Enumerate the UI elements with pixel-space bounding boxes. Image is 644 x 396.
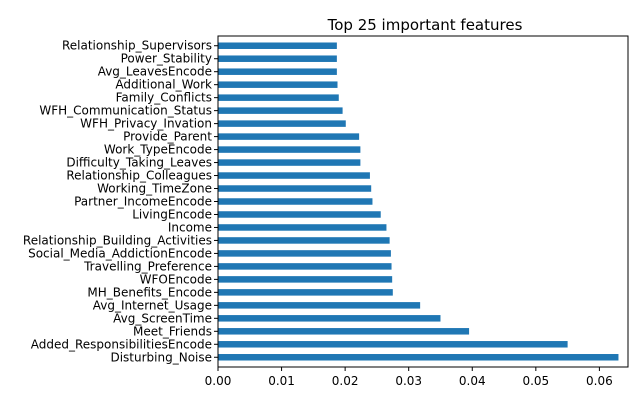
bar	[218, 198, 373, 205]
bar	[218, 107, 343, 114]
bar	[218, 289, 393, 296]
y-tick-label: Provide_Parent	[123, 130, 212, 144]
y-tick-label: Meet_Friends	[133, 324, 212, 338]
x-tick-label: 0.02	[332, 374, 359, 388]
y-tick-label: Additional_Work	[115, 78, 212, 92]
bar	[218, 94, 339, 101]
bar	[218, 159, 361, 166]
bar	[218, 263, 392, 270]
x-tick-label: 0.04	[459, 374, 486, 388]
x-tick-label: 0.06	[586, 374, 613, 388]
y-tick-label: MH_Benefits_Encode	[87, 285, 212, 299]
y-tick-label: Social_Media_AddictionEncode	[28, 246, 212, 260]
y-tick-label: Work_TypeEncode	[104, 143, 212, 157]
x-tick-label: 0.03	[395, 374, 422, 388]
bar	[218, 341, 568, 348]
y-tick-label: Relationship_Colleagues	[66, 169, 212, 183]
y-tick-label: LivingEncode	[132, 207, 212, 221]
bar	[218, 185, 372, 192]
y-tick-label: Working_TimeZone	[97, 182, 212, 196]
y-tick-label: Relationship_Supervisors	[62, 39, 212, 53]
y-tick-label: Avg_Internet_Usage	[93, 298, 212, 312]
x-tick-label: 0.01	[268, 374, 295, 388]
bar	[218, 328, 470, 335]
y-tick-label: Disturbing_Noise	[110, 350, 212, 364]
bar	[218, 133, 360, 140]
y-tick-labels: Disturbing_NoiseAdded_ResponsibilitiesEn…	[23, 39, 218, 364]
y-tick-label: Relationship_Building_Activities	[23, 233, 212, 247]
bar	[218, 354, 619, 361]
bar	[218, 120, 346, 127]
y-tick-label: WFH_Communication_Status	[39, 104, 212, 118]
x-tick-label: 0.00	[205, 374, 232, 388]
bar	[218, 81, 338, 88]
y-tick-label: Avg_LeavesEncode	[98, 65, 212, 79]
bars-layer	[218, 42, 619, 361]
y-tick-label: Added_ResponsibilitiesEncode	[31, 337, 212, 351]
bar	[218, 237, 390, 244]
x-tick-labels: 0.00 0.01 0.02 0.03 0.04 0.05 0.06	[205, 367, 613, 388]
bar	[218, 315, 441, 322]
y-tick-label: Difficulty_Taking_Leaves	[66, 156, 212, 170]
y-tick-label: WFOEncode	[140, 272, 212, 286]
bar	[218, 211, 381, 218]
bar	[218, 68, 337, 75]
y-tick-label: Avg_ScreenTime	[113, 311, 212, 325]
bar	[218, 42, 337, 49]
x-tick-label: 0.05	[522, 374, 549, 388]
y-tick-label: Power_Stability	[121, 52, 212, 66]
bar	[218, 250, 391, 257]
bar	[218, 55, 337, 62]
y-tick-label: Family_Conflicts	[116, 91, 212, 105]
bar	[218, 172, 370, 179]
y-tick-label: Travelling_Preference	[83, 259, 212, 273]
y-tick-label: Income	[168, 220, 212, 234]
plot-frame	[217, 35, 629, 368]
y-tick-label: WFH_Privacy_Invation	[80, 117, 212, 131]
bar	[218, 302, 421, 309]
chart-title: Top 25 important features	[327, 16, 523, 34]
bar	[218, 224, 387, 231]
bar	[218, 146, 361, 153]
bar	[218, 276, 393, 283]
y-tick-label: Partner_IncomeEncode	[74, 195, 212, 209]
